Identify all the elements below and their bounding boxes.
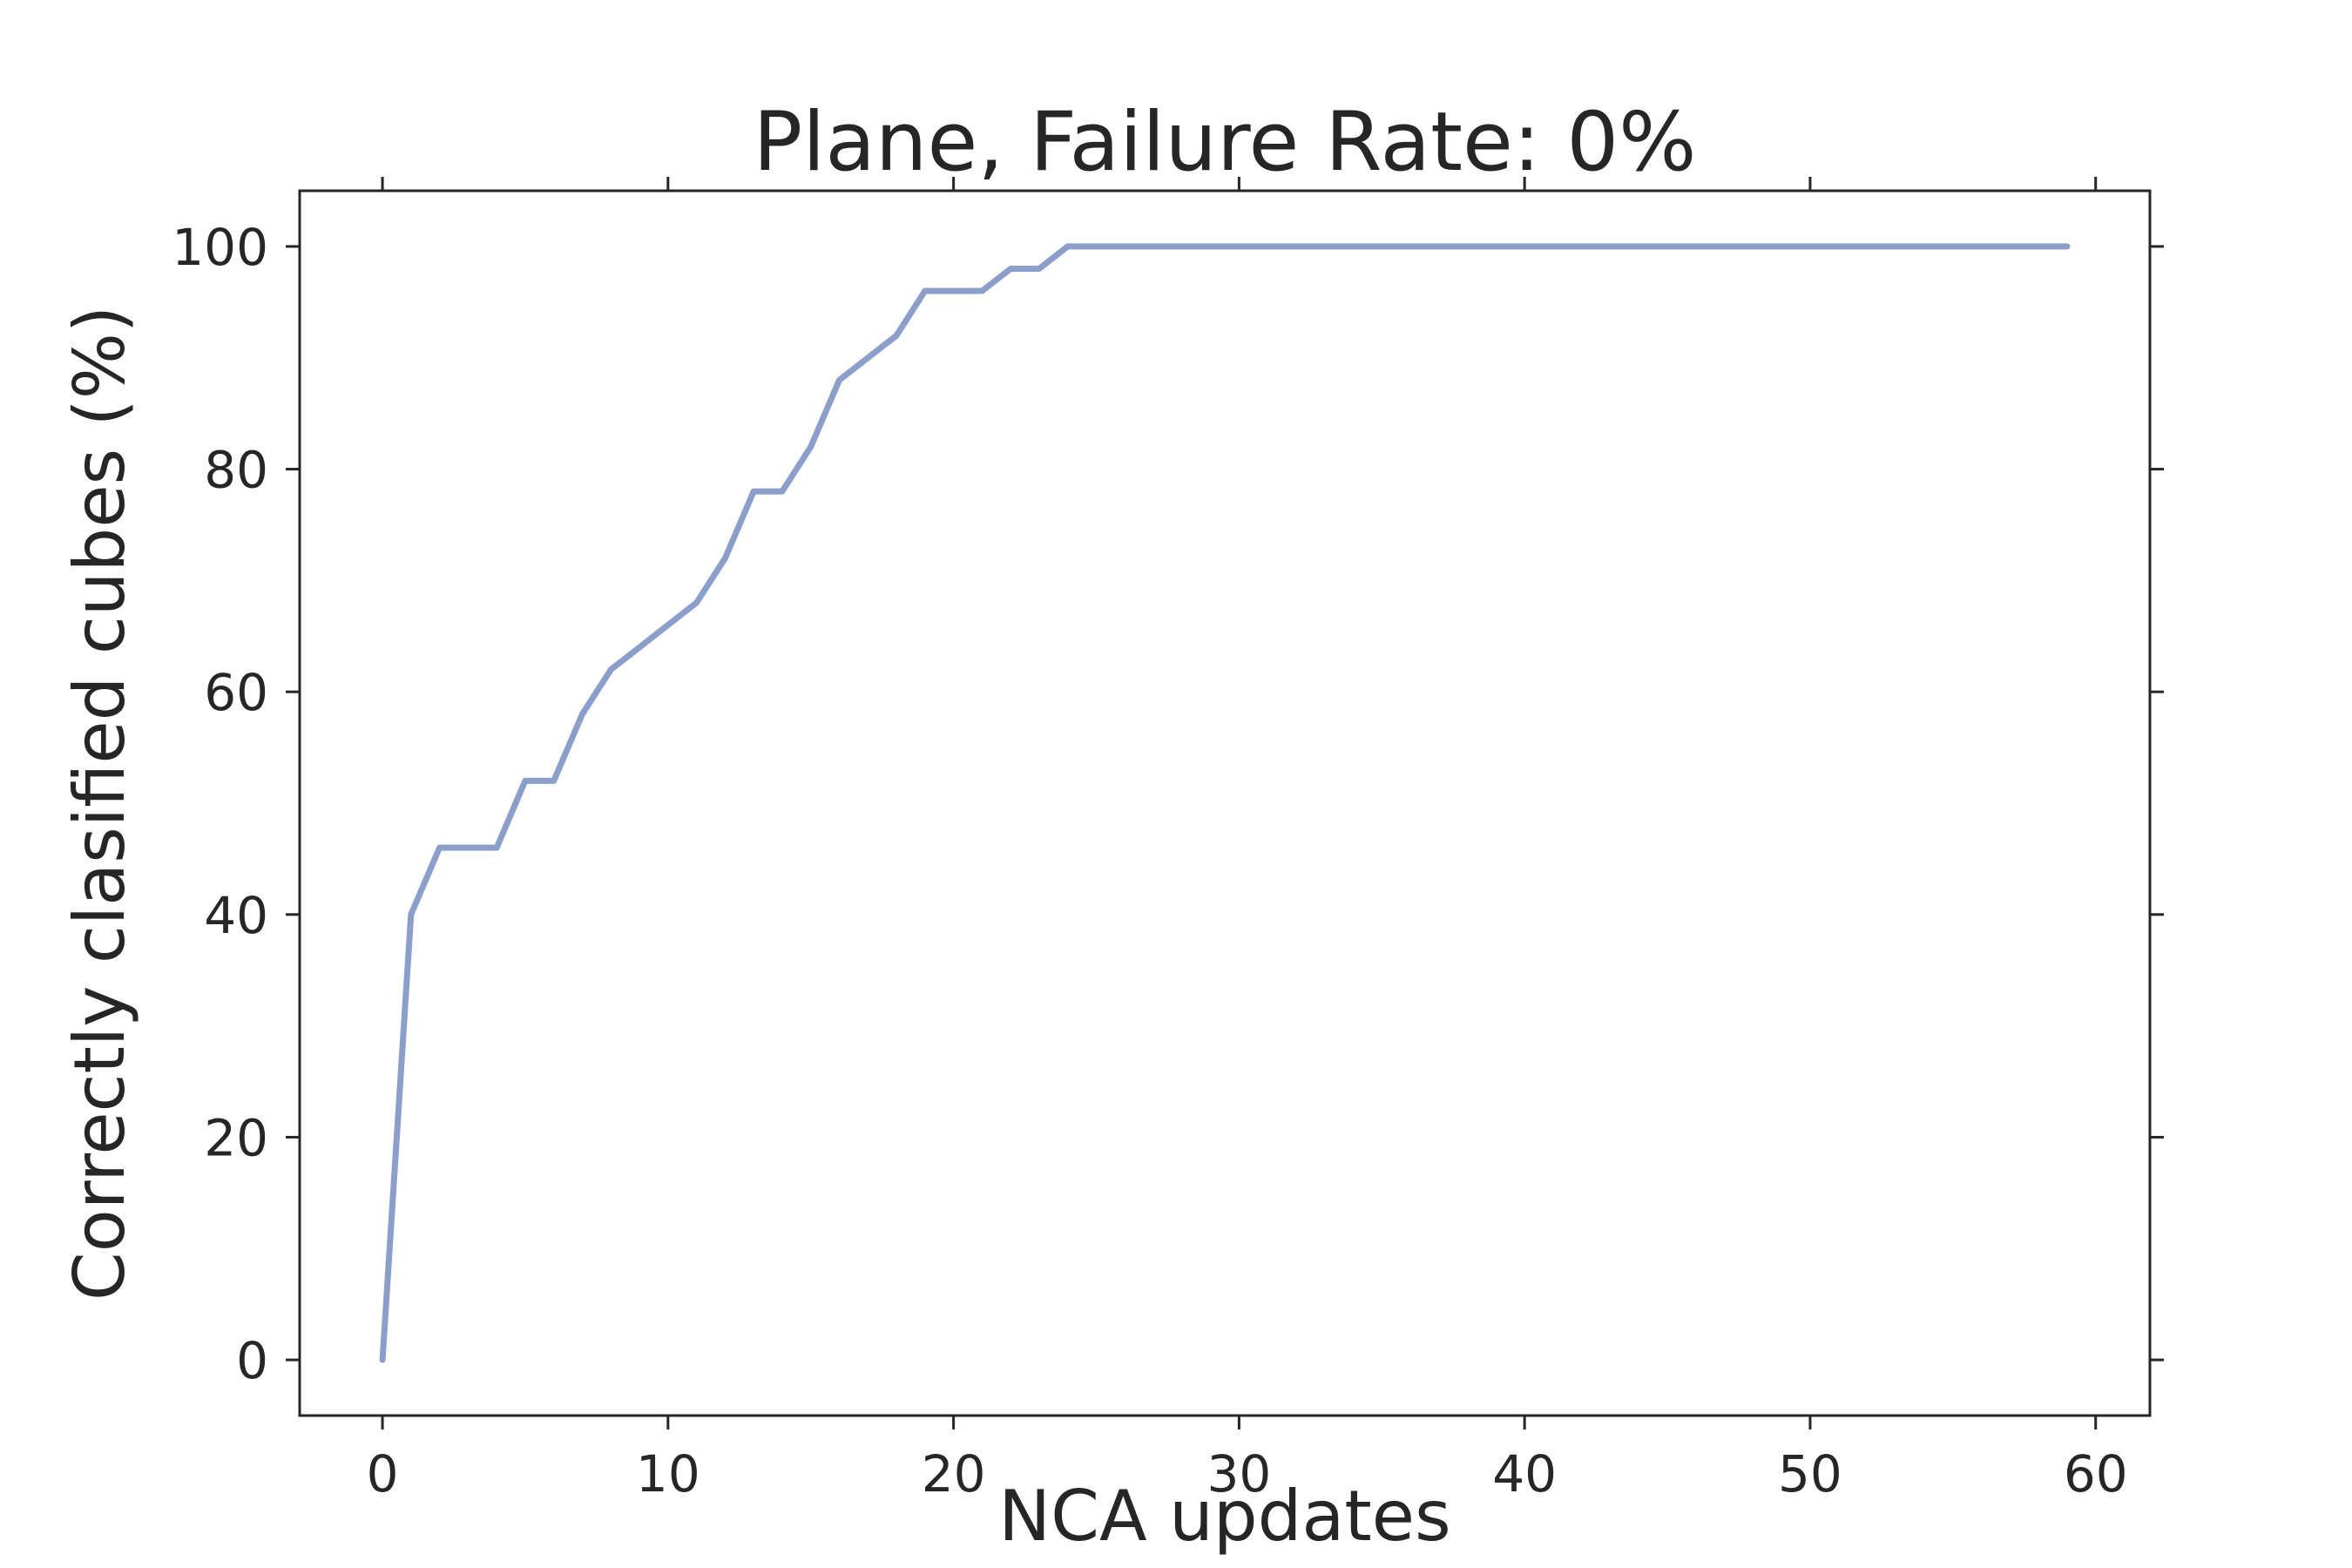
data-point [1495, 246, 1497, 247]
data-point [1695, 246, 1697, 247]
y-tick-label: 60 [204, 663, 268, 722]
plot-area [379, 243, 2071, 1363]
chart-title: Plane, Failure Rate: 0% [754, 95, 1697, 190]
x-tick-label: 60 [2064, 1444, 2128, 1504]
data-point [1324, 246, 1326, 247]
x-tick-label: 30 [1206, 1444, 1271, 1504]
data-point [1981, 246, 1983, 247]
data-point [810, 446, 812, 448]
data-point [1781, 246, 1782, 247]
data-point [1096, 246, 1097, 247]
data-point [639, 646, 640, 648]
x-tick-label: 40 [1492, 1444, 1557, 1504]
data-point [1238, 246, 1240, 247]
data-point [1067, 246, 1069, 247]
data-point [924, 290, 926, 292]
data-point [839, 379, 840, 381]
data-point [1467, 246, 1469, 247]
data-point [1295, 246, 1297, 247]
data-point [582, 713, 583, 715]
data-point [1809, 246, 1811, 247]
data-point [1010, 267, 1011, 269]
y-tick-label: 0 [236, 1331, 268, 1390]
data-point [981, 290, 983, 292]
data-point [1581, 246, 1583, 247]
data-point [382, 1359, 383, 1361]
data-point [410, 914, 412, 916]
y-tick-label: 100 [172, 218, 268, 277]
data-point [1610, 246, 1611, 247]
data-point [896, 335, 897, 336]
y-axis: 0 20 40 60 80 100 [172, 218, 2164, 1390]
data-point [1752, 246, 1754, 247]
data-point [1867, 246, 1868, 247]
data-point [1524, 246, 1525, 247]
data-point [1181, 246, 1183, 247]
data-point [1210, 246, 1212, 247]
series-line [379, 243, 2071, 1363]
y-tick-label: 80 [204, 441, 268, 500]
y-tick-label: 20 [204, 1108, 268, 1167]
data-point [1952, 246, 1954, 247]
data-point [2066, 246, 2068, 247]
data-point [696, 602, 698, 604]
x-axis-label: NCA updates [998, 1476, 1450, 1557]
data-point [610, 669, 612, 671]
x-tick-label: 10 [636, 1444, 700, 1504]
data-point [1666, 246, 1668, 247]
data-point [1409, 246, 1411, 247]
data-point [781, 490, 783, 492]
x-tick-label: 50 [1778, 1444, 1842, 1504]
data-point [1267, 246, 1268, 247]
data-point [1552, 246, 1554, 247]
data-point [1923, 246, 1925, 247]
data-point [1724, 246, 1726, 247]
data-point [1038, 267, 1040, 269]
plot-frame [298, 189, 2152, 1417]
y-axis-label: Correctly clasified cubes (%) [59, 306, 140, 1301]
y-tick-label: 40 [204, 886, 268, 945]
x-tick-label: 0 [367, 1444, 399, 1504]
data-point [953, 290, 955, 292]
data-point [1152, 246, 1154, 247]
data-point [2038, 246, 2039, 247]
x-tick-label: 20 [922, 1444, 986, 1504]
data-point [1438, 246, 1440, 247]
data-point [1838, 246, 1840, 247]
x-axis: 0 10 20 30 40 50 60 [367, 177, 2128, 1504]
data-point [1353, 246, 1354, 247]
data-point [2009, 246, 2011, 247]
